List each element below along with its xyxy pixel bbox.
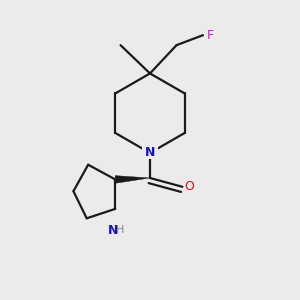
Text: N: N — [145, 146, 155, 159]
Polygon shape — [115, 176, 150, 183]
Text: F: F — [207, 29, 214, 42]
Bar — [142, 146, 158, 159]
Text: H: H — [116, 225, 125, 235]
Bar — [107, 224, 124, 237]
Text: O: O — [184, 180, 194, 193]
Text: N: N — [108, 224, 118, 237]
Bar — [184, 180, 196, 193]
Bar — [205, 29, 218, 42]
